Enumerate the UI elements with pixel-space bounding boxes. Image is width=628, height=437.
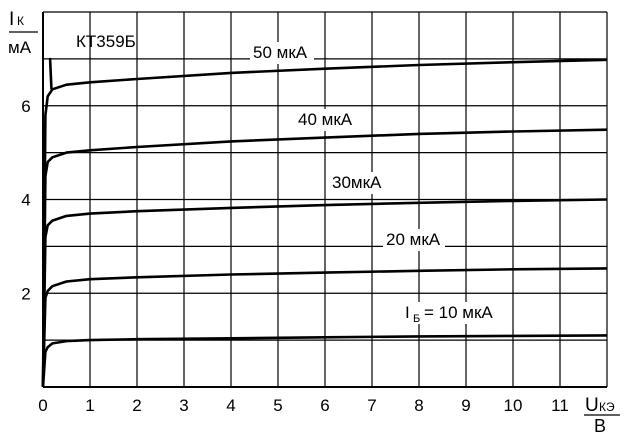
x-label-main: U: [585, 395, 599, 416]
y-label-sub: К: [17, 14, 24, 28]
curve-label: 30мкА: [332, 173, 382, 192]
x-tick-label: 3: [179, 396, 188, 415]
curve-4: [41, 58, 608, 388]
tick-labels: 0 1 2 3 4 5 6 7 8 9 10 11 2 4 6: [21, 97, 569, 415]
curve-0: [41, 334, 608, 388]
curve-1: [41, 267, 608, 388]
y-label-unit: мА: [8, 38, 32, 57]
curve-label: 40 мкА: [298, 110, 353, 129]
curve-2: [41, 198, 608, 388]
x-tick-label: 6: [320, 396, 329, 415]
curve-3: [41, 128, 608, 388]
x-tick-label: 9: [461, 396, 470, 415]
x-axis-label: U КЭ В: [584, 395, 620, 436]
y-axis-label: I К мА: [8, 9, 38, 57]
x-tick-label: 2: [132, 396, 141, 415]
y-tick-label: 2: [21, 284, 30, 303]
curve-label-sub: Б: [413, 313, 420, 325]
curve-label-prefix: I: [405, 303, 410, 322]
x-label-unit: В: [594, 416, 606, 436]
y-tick-label: 4: [21, 191, 30, 210]
x-tick-label: 5: [273, 396, 282, 415]
x-tick-label: 7: [367, 396, 376, 415]
curves: [41, 57, 608, 388]
y-label-main: I: [9, 9, 14, 30]
x-label-sub: КЭ: [599, 400, 615, 414]
x-tick-label: 4: [226, 396, 235, 415]
chart-title: КТ359Б: [76, 32, 136, 51]
x-tick-label: 11: [551, 396, 569, 415]
curve-label: 50 мкА: [253, 43, 308, 62]
label-background: [383, 229, 445, 251]
curve-spike: [48, 57, 53, 90]
x-tick-label: 8: [414, 396, 423, 415]
x-tick-label: 0: [38, 396, 47, 415]
x-tick-label: 1: [85, 396, 94, 415]
label-background: [250, 42, 314, 64]
label-background: [295, 109, 357, 131]
curve-labels: I Б = 10 мкА 20 мкА 30мкА 40 мкА 50 мкА: [250, 42, 500, 325]
y-tick-label: 6: [21, 97, 30, 116]
label-background: [329, 172, 391, 194]
x-tick-label: 10: [504, 396, 523, 415]
curve-label: 20 мкА: [386, 230, 441, 249]
label-background: [402, 302, 500, 324]
curve-label: = 10 мкА: [424, 303, 493, 322]
